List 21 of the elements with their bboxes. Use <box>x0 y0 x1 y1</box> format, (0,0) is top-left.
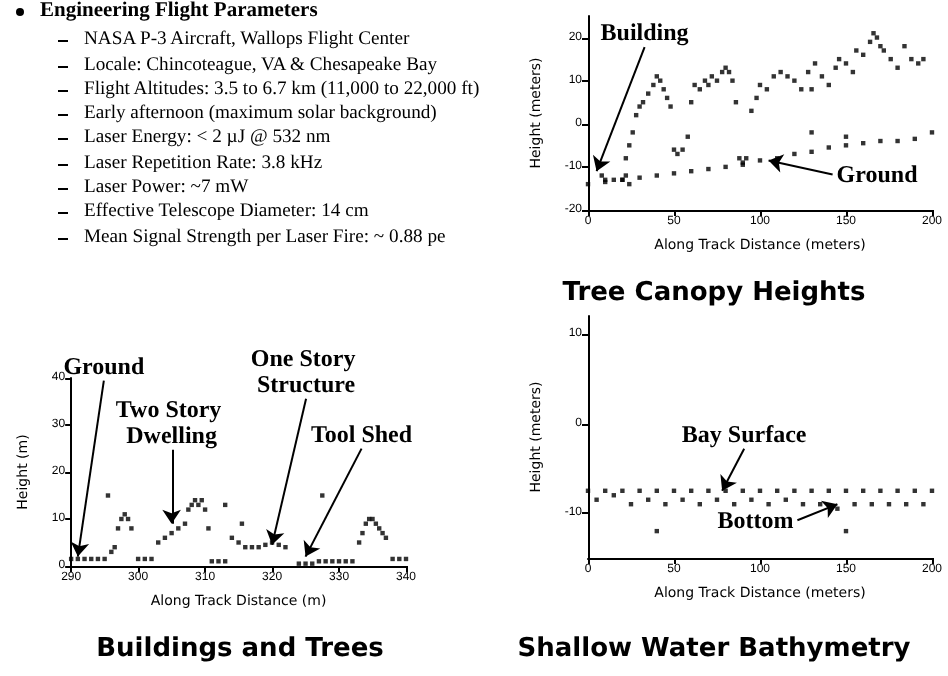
annotation: Building <box>600 18 689 47</box>
annotation: Bay Surface <box>681 419 808 448</box>
text: NASA P-3 Aircraft, Wallops Flight Center <box>84 28 410 51</box>
text: Early afternoon (maximum solar background) <box>84 102 437 125</box>
annotation: Two Story Dwelling <box>115 394 228 449</box>
text: Flight Altitudes: 3.5 to 6.7 km (11,000 to 22,000 ft) <box>84 77 480 100</box>
text: Laser Repetition Rate: 3.8 kHz <box>84 151 323 174</box>
text: Tree Canopy Heights <box>562 278 866 308</box>
text: Engineering Flight Parameters <box>40 0 318 22</box>
annotation: Ground <box>836 160 919 189</box>
annotation: Bottom <box>717 506 794 535</box>
text: Laser Power: ~7 mW <box>84 176 249 199</box>
annotation: Tool Shed <box>310 419 413 448</box>
text: Buildings and Trees <box>96 634 385 664</box>
text: Effective Telescope Diameter: 14 cm <box>84 200 369 223</box>
annotation: One Story Structure <box>250 343 362 398</box>
text: Locale: Chincoteague, VA & Chesapeake Bay <box>84 53 438 76</box>
text: Shallow Water Bathymetry <box>517 634 912 664</box>
text: Laser Energy: < 2 µJ @ 532 nm <box>84 126 331 149</box>
annotation: Ground <box>63 351 145 380</box>
text: Mean Signal Strength per Laser Fire: ~ 0.88 pe <box>84 225 446 248</box>
